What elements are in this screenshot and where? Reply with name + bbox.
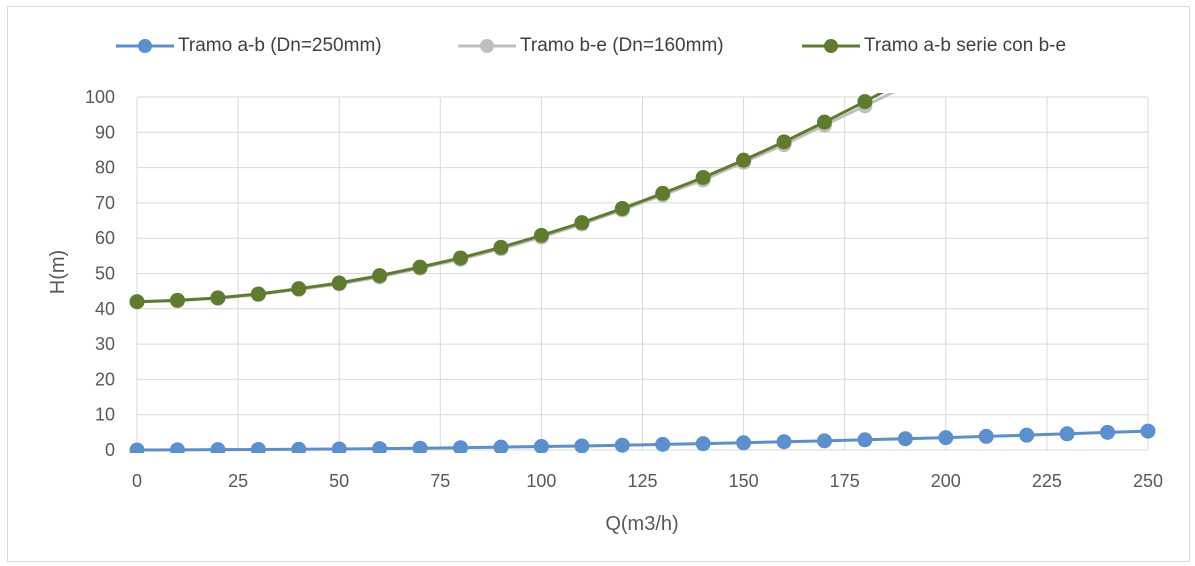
x-tick-label: 25 [228,471,248,491]
y-tick-label: 40 [95,299,115,319]
data-point-series-3 [493,239,509,255]
series-line-3 [136,93,885,304]
data-point-series-1 [412,440,428,453]
data-point-series-3 [857,94,873,110]
data-point-series-1 [250,441,266,453]
data-point-series-3 [372,268,388,284]
data-point-series-1 [736,435,752,451]
data-point-series-3 [655,185,671,201]
data-point-series-1 [533,438,549,453]
x-tick-label: 0 [132,471,142,491]
data-point-series-1 [776,434,792,450]
data-point-series-1 [816,433,832,449]
y-tick-label: 100 [85,87,115,107]
data-point-series-1 [493,439,509,453]
data-point-series-3 [291,281,307,297]
x-tick-label: 125 [627,471,657,491]
legend-item-series-2: Tramo b-e (Dn=160mm) [458,26,724,66]
y-tick-label: 30 [95,334,115,354]
x-axis-title: Q(m3/h) [605,513,678,535]
data-point-series-1 [129,442,145,453]
data-point-series-3 [533,227,549,243]
legend: Tramo a-b (Dn=250mm) Tramo b-e (Dn=160mm… [0,26,1195,66]
x-tick-label: 250 [1133,471,1163,491]
x-tick-label: 175 [830,471,860,491]
legend-label-series-3: Tramo a-b serie con b-e [864,35,1067,56]
y-tick-label: 20 [95,369,115,389]
tick-labels: 0 10 20 30 40 50 60 70 80 90 100 0 25 50 75 100 125 150 17… [85,87,1163,491]
data-point-series-1 [1059,426,1075,442]
data-point-series-1 [695,436,711,452]
data-point-series-3 [453,250,469,266]
data-point-series-1 [169,442,185,453]
data-point-series-3 [816,114,832,130]
data-point-series-3 [614,201,630,217]
data-point-series-1 [1019,427,1035,443]
y-tick-label: 90 [95,122,115,142]
data-point-series-1 [897,431,913,447]
grid [136,96,1149,451]
legend-marker-series-1 [116,39,174,53]
data-point-series-1 [1100,424,1116,440]
x-tick-label: 150 [729,471,759,491]
x-tick-label: 50 [329,471,349,491]
data-point-series-3 [169,292,185,308]
legend-item-series-3: Tramo a-b serie con b-e [802,26,1066,66]
data-point-series-3 [129,294,145,310]
data-point-series-1 [938,430,954,446]
x-tick-label: 200 [931,471,961,491]
data-point-series-1 [453,440,469,453]
y-tick-label: 80 [95,158,115,178]
x-tick-label: 75 [430,471,450,491]
data-point-series-1 [1140,423,1156,439]
data-point-series-1 [857,432,873,448]
y-tick-label: 70 [95,193,115,213]
data-point-series-1 [614,437,630,453]
legend-marker-series-2 [458,39,516,53]
legend-marker-series-3 [802,39,860,53]
legend-label-series-1: Tramo a-b (Dn=250mm) [178,35,382,56]
data-point-series-3 [210,290,226,306]
data-point-series-1 [210,442,226,453]
data-point-series-1 [574,438,590,453]
data-point-series-3 [736,152,752,168]
legend-item-series-1: Tramo a-b (Dn=250mm) [116,26,382,66]
y-tick-label: 60 [95,228,115,248]
data-point-series-3 [574,215,590,231]
data-point-series-1 [372,441,388,453]
data-point-series-1 [978,428,994,444]
y-tick-label: 0 [105,440,115,460]
x-tick-label: 100 [526,471,556,491]
data-point-series-1 [331,441,347,453]
series-layer [129,93,1156,453]
data-point-series-3 [412,259,428,275]
series-line-2 [136,93,896,304]
data-point-series-3 [250,286,266,302]
data-point-series-1 [655,436,671,452]
data-point-series-3 [776,134,792,150]
legend-label-series-2: Tramo b-e (Dn=160mm) [520,35,724,56]
data-point-series-3 [331,275,347,291]
y-tick-label: 50 [95,264,115,284]
data-point-series-3 [695,169,711,185]
chart-frame [7,6,1190,562]
y-tick-label: 10 [95,405,115,425]
x-tick-label: 225 [1032,471,1062,491]
y-axis-title: H(m) [47,250,69,294]
data-point-series-1 [291,441,307,453]
